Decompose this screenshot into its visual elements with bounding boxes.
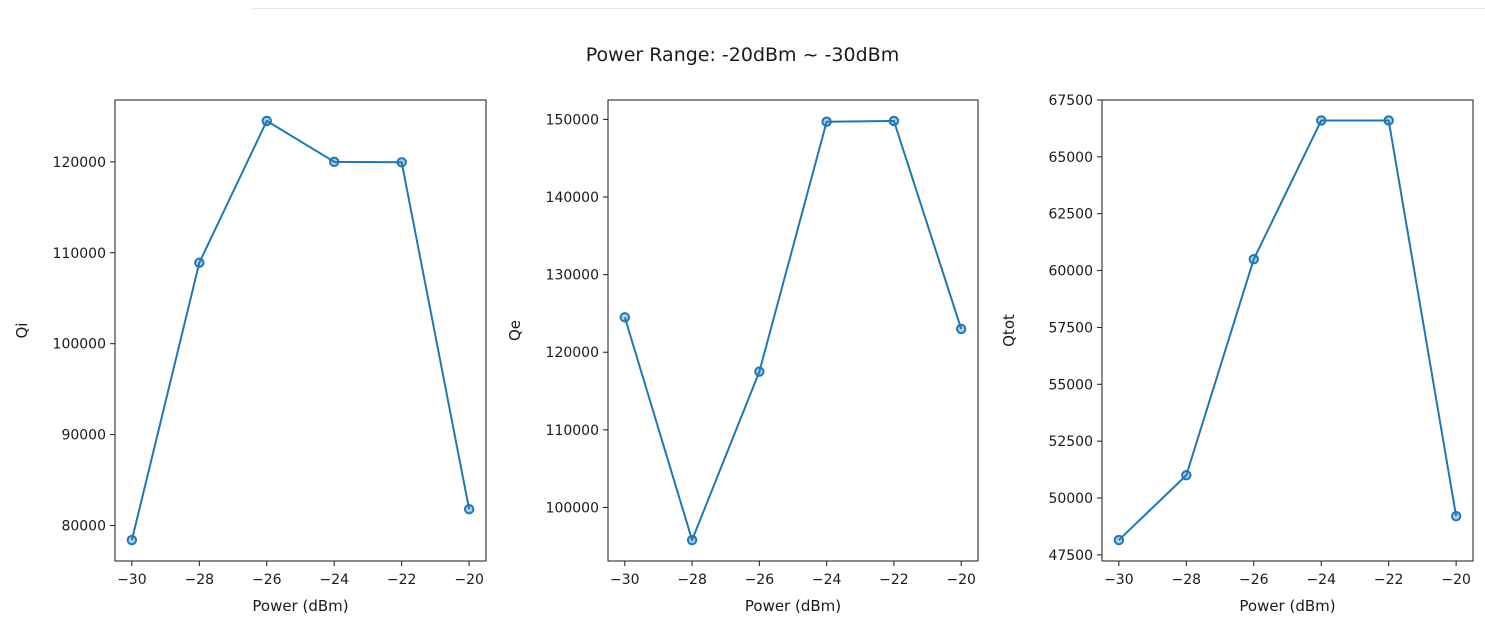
qi-ytick-label: 80000 [61,519,106,535]
qtot-xtick-label: −30 [1104,572,1134,588]
qi-xlabel: Power (dBm) [252,597,348,615]
qtot-data-point [1181,470,1192,481]
qe-ytick-label: 120000 [546,345,599,361]
qe-xtick-label: −24 [812,572,842,588]
qe-data-point [955,323,967,335]
qe-data-point [754,366,765,377]
qe-data-point [888,115,900,127]
qi-xtick-label: −28 [185,572,215,588]
qe-xtick-label: −30 [610,572,640,588]
qtot-xtick-label: −22 [1374,572,1404,588]
qtot-ytick-label: 60000 [1048,264,1093,280]
qtot-data-point [1113,534,1125,546]
qi-data-point [463,503,475,515]
qe-xtick-label: −20 [946,572,976,588]
qe-xlabel: Power (dBm) [745,597,841,615]
qi-ytick-label: 100000 [53,337,106,353]
qi-xtick-label: −26 [252,572,282,588]
qi-ylabel: Qi [13,323,31,339]
qe-data-point [821,116,832,127]
figure-title: Power Range: -20dBm ~ -30dBm [585,44,900,66]
qi-xtick-label: −22 [387,572,417,588]
qe-ytick-label: 140000 [546,190,599,206]
qe-xtick-label: −28 [677,572,707,588]
qi-data-point [194,257,205,268]
qi-subplot: −30 −28 −26 −24 −22 −20 80000 90000 100000 110000… [13,99,487,615]
qe-ytick-label: 100000 [546,500,599,516]
qe-ytick-label: 110000 [546,423,599,439]
qe-ytick-label: 130000 [546,268,599,284]
qtot-xtick-label: −20 [1441,572,1471,588]
qe-data-point [619,312,631,323]
qi-axes-frame [114,99,487,562]
qtot-ytick-label: 50000 [1048,491,1093,507]
qtot-data-point [1248,254,1259,265]
qtot-subplot: −30 −28 −26 −24 −22 −20 47500 50000 52500 55000 57… [1000,93,1474,615]
qi-series-line [130,119,471,541]
qi-xtick-label: −24 [319,572,349,588]
qtot-xlabel: Power (dBm) [1239,597,1335,615]
qe-axes-frame [607,99,979,562]
qe-xtick-label: −22 [879,572,909,588]
qtot-ytick-label: 67500 [1048,93,1093,109]
qe-ytick-label: 150000 [546,112,599,128]
qtot-data-point [1450,510,1462,522]
qi-ytick-label: 110000 [53,246,106,262]
qtot-series-line [1118,119,1458,541]
qtot-data-point [1316,115,1327,126]
qtot-data-point [1383,115,1394,126]
qtot-xtick-label: −26 [1239,572,1269,588]
qtot-ytick-label: 62500 [1048,207,1093,223]
qi-ytick-label: 90000 [61,428,106,444]
qe-subplot: −30 −28 −26 −24 −22 −20 100000 110000 120000 1300… [506,99,979,615]
qi-data-point [126,534,138,546]
qtot-axes-frame [1101,99,1474,562]
qi-ytick-label: 120000 [53,155,106,171]
qi-xtick-label: −30 [117,572,147,588]
qtot-ytick-label: 52500 [1048,434,1093,450]
qtot-ytick-label: 57500 [1048,320,1093,336]
qtot-xtick-label: −24 [1306,572,1336,588]
qe-series-line [623,119,963,542]
qe-ylabel: Qe [506,320,524,341]
top-divider [253,8,1485,9]
qtot-ylabel: Qtot [1000,314,1018,347]
qtot-ytick-label: 55000 [1048,377,1093,393]
qtot-xtick-label: −28 [1172,572,1202,588]
qi-xtick-label: −20 [454,572,484,588]
qe-data-point [686,534,698,546]
qi-data-point [396,157,407,168]
qi-data-point [329,156,340,168]
qi-data-point [261,115,272,127]
qtot-ytick-label: 47500 [1048,548,1093,564]
qtot-ytick-label: 65000 [1048,150,1093,166]
qe-xtick-label: −26 [745,572,775,588]
